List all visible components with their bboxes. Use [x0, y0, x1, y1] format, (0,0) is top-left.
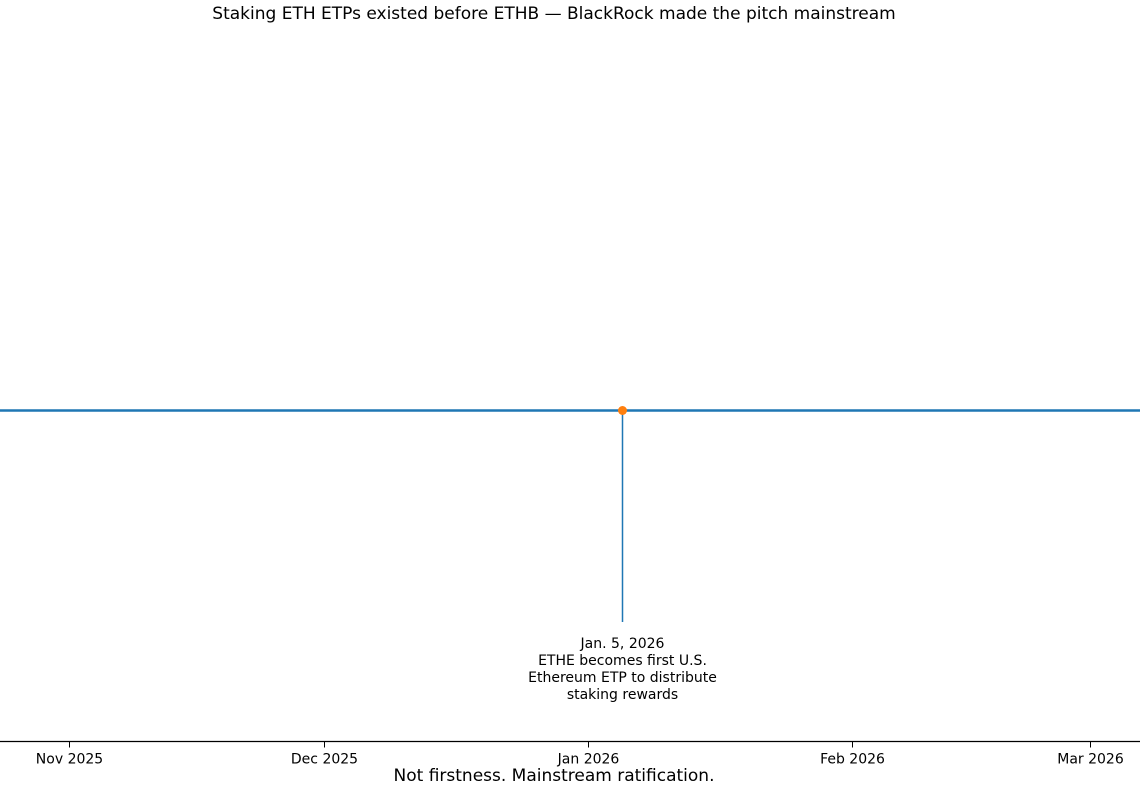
x-tick-label: Jan 2026: [557, 752, 620, 768]
event-label-line: ETHE becomes first U.S.: [538, 653, 707, 669]
x-tick-label: Feb 2026: [820, 752, 885, 768]
event-marker: [618, 406, 627, 415]
x-tick-label: Mar 2026: [1057, 752, 1124, 768]
event-label-line: Jan. 5, 2026: [580, 636, 665, 652]
x-tick-label: Nov 2025: [36, 752, 103, 768]
events-layer: Jan. 5, 2026 ETHE becomes first U.S. Ether…: [528, 406, 717, 703]
event-label-line: staking rewards: [567, 687, 678, 703]
event-label: Jan. 5, 2026 ETHE becomes first U.S. Ether…: [528, 636, 717, 703]
x-axis-label: Not firstness. Mainstream ratification.: [394, 766, 715, 786]
event-label-line: Ethereum ETP to distribute: [528, 670, 717, 686]
x-tick-label: Dec 2025: [291, 752, 358, 768]
chart-title: Staking ETH ETPs existed before ETHB — B…: [212, 4, 895, 24]
x-ticks: Nov 2025 Dec 2025 Jan 2026 Feb 2026 Mar 2026: [36, 741, 1124, 768]
